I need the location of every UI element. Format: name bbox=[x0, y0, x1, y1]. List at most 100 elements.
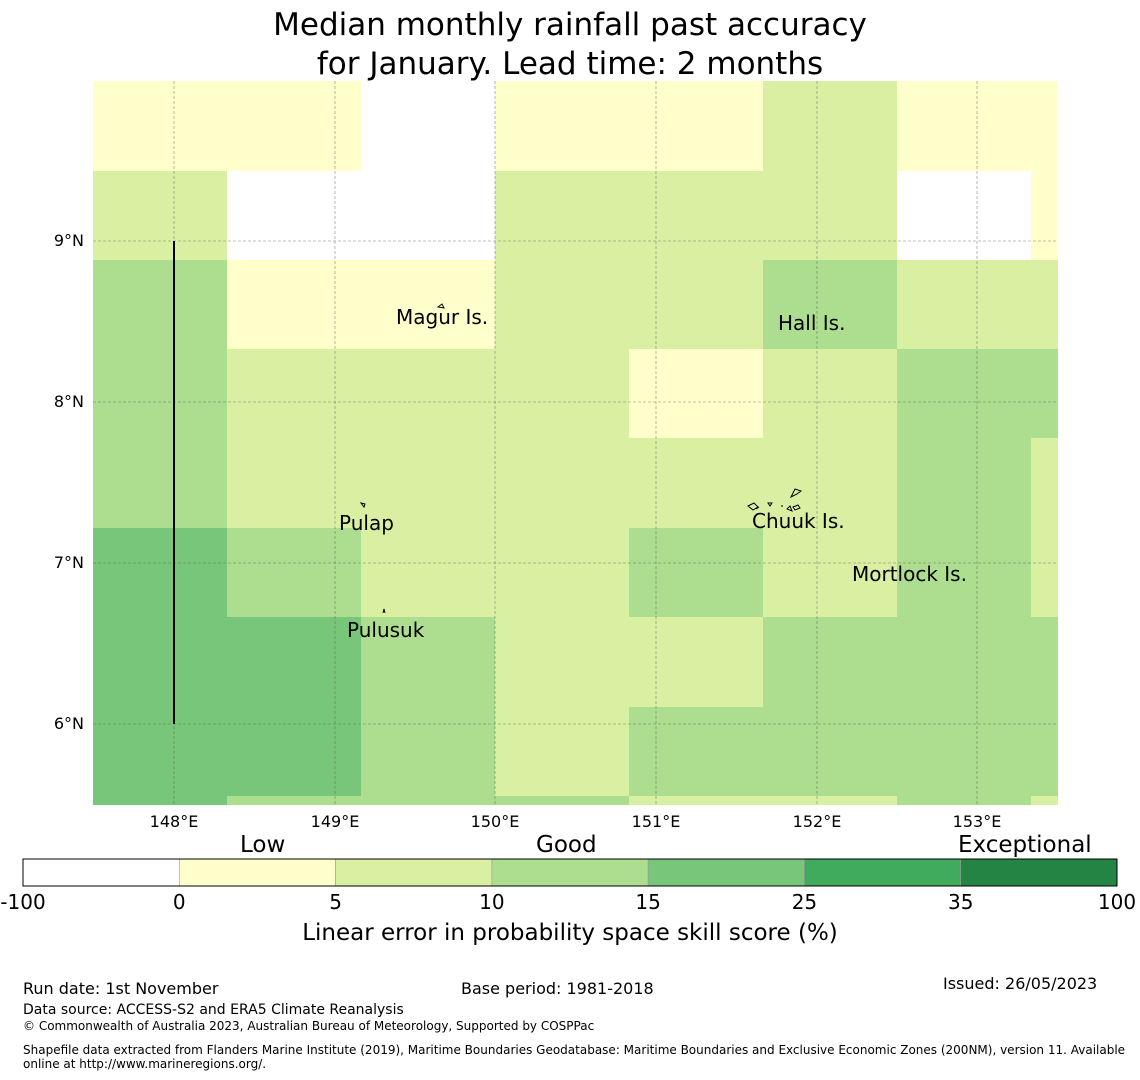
grid-cell bbox=[495, 707, 630, 797]
chart-title: Median monthly rainfall past accuracy fo… bbox=[273, 7, 867, 82]
data-source: Data source: ACCESS-S2 and ERA5 Climate … bbox=[23, 1002, 404, 1018]
category-low: Low bbox=[240, 832, 286, 858]
colorbar-tick: 15 bbox=[635, 890, 661, 914]
grid-cell bbox=[629, 349, 764, 439]
grid-cell bbox=[93, 349, 228, 439]
grid-cell bbox=[495, 438, 630, 529]
grid-cell bbox=[361, 438, 496, 529]
grid-cell bbox=[629, 260, 764, 350]
grid-cell bbox=[93, 171, 228, 261]
grid-cell bbox=[361, 528, 496, 618]
colorbar-frame bbox=[22, 858, 1118, 887]
shapefile-credit: Shapefile data extracted from Flanders M… bbox=[23, 1043, 1126, 1071]
grid-cell bbox=[897, 349, 1032, 439]
grid-cell bbox=[629, 617, 764, 708]
grid-cell bbox=[361, 260, 496, 350]
run-date: Run date: 1st November bbox=[23, 979, 219, 998]
grid-cell bbox=[361, 707, 496, 797]
grid-cell bbox=[93, 81, 228, 172]
lon-tick: 152°E bbox=[792, 812, 842, 831]
colorbar-tick: 25 bbox=[791, 890, 818, 914]
lon-tick: 153°E bbox=[952, 812, 1002, 831]
island-outlines bbox=[359, 303, 803, 614]
category-exceptional: Exceptional bbox=[958, 832, 1092, 858]
grid-cell bbox=[897, 171, 1032, 261]
grid-cell bbox=[1031, 796, 1058, 805]
grid-cell bbox=[495, 171, 630, 261]
grid-cell bbox=[495, 81, 630, 172]
island-label: Pulusuk bbox=[347, 618, 425, 642]
grid-cell bbox=[897, 260, 1032, 350]
grid-cell bbox=[629, 707, 764, 797]
colorbar-label: Linear error in probability space skill … bbox=[302, 920, 838, 946]
grid-cell bbox=[1031, 617, 1058, 708]
lat-tick: 6°N bbox=[53, 714, 84, 733]
grid-cell bbox=[93, 796, 228, 805]
grid-cell bbox=[897, 707, 1032, 797]
grid-cell bbox=[361, 81, 496, 172]
grid-cell bbox=[227, 171, 362, 261]
grid-cell bbox=[361, 617, 496, 708]
grid-cell bbox=[629, 528, 764, 618]
island-label: Chuuk Is. bbox=[752, 509, 845, 533]
grid-cell bbox=[629, 81, 764, 172]
grid-cell bbox=[629, 438, 764, 529]
grid-cell bbox=[897, 617, 1032, 708]
grid-cell bbox=[93, 528, 228, 618]
grid-cell bbox=[629, 796, 764, 805]
colorbar bbox=[22, 858, 1118, 887]
grid-cell bbox=[361, 796, 496, 805]
island-label: Pulap bbox=[339, 511, 394, 535]
grid-cell bbox=[763, 796, 898, 805]
colorbar-segment bbox=[178, 858, 336, 887]
colorbar-segment bbox=[491, 858, 649, 887]
grid-cell bbox=[1031, 528, 1058, 618]
grid-cell bbox=[763, 349, 898, 439]
colorbar-tick: 0 bbox=[172, 890, 186, 914]
issued-date: Issued: 26/05/2023 bbox=[943, 974, 1098, 993]
grid-cell bbox=[1031, 260, 1058, 350]
grid-cell bbox=[763, 260, 898, 350]
grid-cell bbox=[227, 349, 362, 439]
grid-cell bbox=[763, 438, 898, 529]
island-label: Magur Is. bbox=[396, 305, 489, 329]
colorbar-segment bbox=[335, 858, 493, 887]
colorbar-segment bbox=[22, 858, 180, 887]
colorbar-segment bbox=[804, 858, 962, 887]
grid-cell bbox=[897, 81, 1032, 172]
grid-cell bbox=[1031, 349, 1058, 439]
grid-cell bbox=[227, 707, 362, 797]
grid-cell bbox=[897, 438, 1032, 529]
grid-cell bbox=[227, 438, 362, 529]
grid-cell bbox=[1031, 707, 1058, 797]
grid-cell bbox=[1031, 171, 1058, 261]
grid-cell bbox=[93, 438, 228, 529]
grid-cell bbox=[1031, 81, 1058, 172]
lon-tick: 148°E bbox=[149, 812, 199, 831]
grid-cell bbox=[495, 349, 630, 439]
colorbar-tick: 5 bbox=[329, 890, 342, 914]
grid-cell bbox=[897, 528, 1032, 618]
grid-cell bbox=[897, 796, 1032, 805]
grid-cell bbox=[227, 617, 362, 708]
grid-cell bbox=[227, 81, 362, 172]
island-label: Mortlock Is. bbox=[852, 562, 967, 586]
map-area bbox=[93, 81, 1058, 805]
grid-cell bbox=[1031, 438, 1058, 529]
grid-cell bbox=[495, 528, 630, 618]
grid-cell bbox=[495, 617, 630, 708]
grid-cell bbox=[93, 617, 228, 708]
lon-tick: 149°E bbox=[310, 812, 360, 831]
lat-tick: 9°N bbox=[53, 231, 84, 250]
grid-cell bbox=[361, 349, 496, 439]
grid-cell bbox=[763, 528, 898, 618]
grid-cell bbox=[361, 171, 496, 261]
lon-tick: 150°E bbox=[470, 812, 520, 831]
colorbar-tick: 10 bbox=[479, 890, 505, 914]
grid-cell bbox=[93, 260, 228, 350]
colorbar-tick: -100 bbox=[0, 890, 46, 914]
grid-cell bbox=[93, 707, 228, 797]
lat-tick: 7°N bbox=[53, 553, 84, 572]
grid-cell bbox=[629, 171, 764, 261]
grid-cell bbox=[763, 81, 898, 172]
